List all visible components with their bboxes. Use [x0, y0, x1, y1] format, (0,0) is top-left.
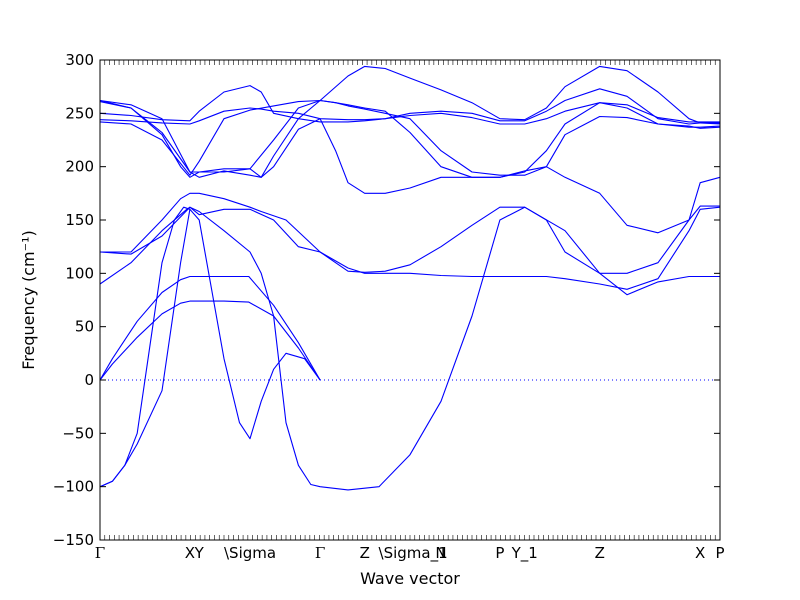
- band-line-4: [99, 206, 191, 488]
- band-line-11: [99, 85, 720, 125]
- x-tick-label: \Sigma: [224, 544, 276, 562]
- band-line-13: [99, 101, 721, 234]
- x-axis-label: Wave vector: [360, 569, 460, 588]
- plot-background: [100, 60, 720, 540]
- x-tick-label: \Sigma_1: [379, 544, 448, 563]
- plot-frame: [99, 59, 721, 541]
- band-line-6: [100, 192, 721, 290]
- band-series-group: [99, 65, 721, 491]
- band-line-5: [99, 206, 720, 491]
- x-tick-label: N: [435, 544, 446, 562]
- band-line-12: [99, 65, 721, 178]
- x-tick-label: P: [715, 544, 724, 562]
- x-tick-label: Z: [595, 544, 605, 562]
- y-tick-label: −100: [53, 478, 94, 496]
- y-tick-label: 150: [65, 211, 94, 229]
- y-axis-label: Frequency (cm⁻¹): [19, 230, 38, 369]
- x-tick-label: P: [495, 544, 504, 562]
- y-tick-label: 300: [65, 51, 94, 69]
- x-tick-label: X: [185, 544, 195, 562]
- y-tick-label: 0: [84, 371, 94, 389]
- x-tick-label: Z: [360, 544, 370, 562]
- y-tick-label: 250: [65, 104, 94, 122]
- y-tick-label: 50: [75, 318, 94, 336]
- y-tick-label: −150: [53, 531, 94, 549]
- x-tick-label: Y: [194, 544, 205, 562]
- x-tick-label: Γ: [315, 544, 325, 562]
- band-line-9: [99, 99, 721, 176]
- x-tick-label: Y_1: [511, 544, 538, 563]
- band-line-2: [99, 275, 321, 381]
- band-line-1: [99, 300, 321, 381]
- band-line-3: [99, 208, 321, 488]
- y-tick-label: −50: [62, 424, 94, 442]
- band-line-7: [99, 205, 720, 274]
- x-tick-label: Γ: [95, 544, 105, 562]
- x-tick-label: X: [695, 544, 705, 562]
- y-tick-label: 200: [65, 158, 94, 176]
- y-tick-label: 100: [65, 264, 94, 282]
